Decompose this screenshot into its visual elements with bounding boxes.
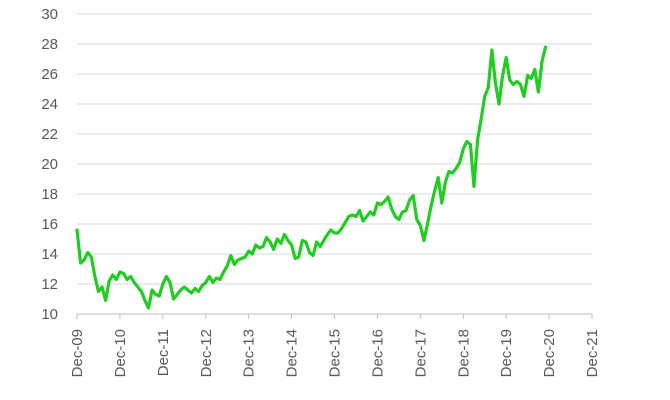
y-tick-label: 20 [41,156,58,173]
y-tick-label: 12 [41,276,58,293]
y-tick-label: 22 [41,126,58,143]
x-tick-label: Dec-13 [241,329,258,377]
y-tick-label: 24 [41,96,58,113]
x-tick-label: Dec-09 [69,329,86,377]
y-tick-label: 14 [41,246,58,263]
x-tick-label: Dec-16 [369,329,386,377]
x-tick-label: Dec-19 [498,329,515,377]
x-tick-label: Dec-18 [455,329,472,377]
y-tick-label: 18 [41,186,58,203]
series-layer [75,45,548,310]
y-tick-label: 28 [41,36,58,53]
y-tick-label: 26 [41,66,58,83]
x-tick-label: Dec-15 [327,329,344,377]
x-tick-label: Dec-21 [584,329,601,377]
series-line [75,45,548,310]
x-tick-label: Dec-14 [284,329,301,377]
y-tick-label: 16 [41,216,58,233]
x-tick-label: Dec-12 [198,329,215,377]
x-tick-label: Dec-11 [155,329,172,376]
x-tick-label: Dec-10 [112,329,129,377]
y-axis-tick-labels: 10 12 14 16 18 20 22 24 26 28 30 [41,6,58,323]
x-tick-label: Dec-20 [541,329,558,377]
gridlines [77,13,592,285]
y-tick-label: 30 [41,6,58,23]
x-axis: Dec-09 Dec-10 Dec-11 Dec-12 Dec-13 Dec-14 Dec-… [69,313,601,377]
x-tick-label: Dec-17 [412,329,429,377]
y-tick-label: 10 [41,306,58,323]
